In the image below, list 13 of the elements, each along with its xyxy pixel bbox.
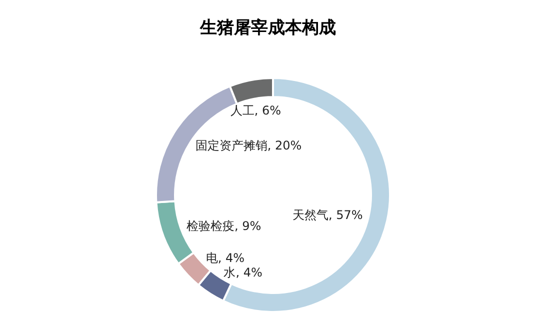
- chart-title: 生猪屠宰成本构成: [198, 17, 337, 40]
- data-label: , 20%: [267, 138, 302, 153]
- data-label: , 57%: [328, 208, 363, 222]
- slice-label: 电: [206, 250, 218, 265]
- data-label: , 4%: [236, 266, 262, 280]
- slice-label: 天然气: [292, 208, 328, 222]
- slice-label: 固定资产摊销: [195, 138, 268, 153]
- slice-label: 人工: [230, 104, 254, 118]
- slice-label: 检验检疫: [186, 219, 234, 234]
- data-label: , 9%: [234, 219, 262, 234]
- data-label: , 6%: [254, 104, 282, 118]
- slice-label: 水: [224, 266, 236, 280]
- data-label: , 4%: [218, 250, 245, 265]
